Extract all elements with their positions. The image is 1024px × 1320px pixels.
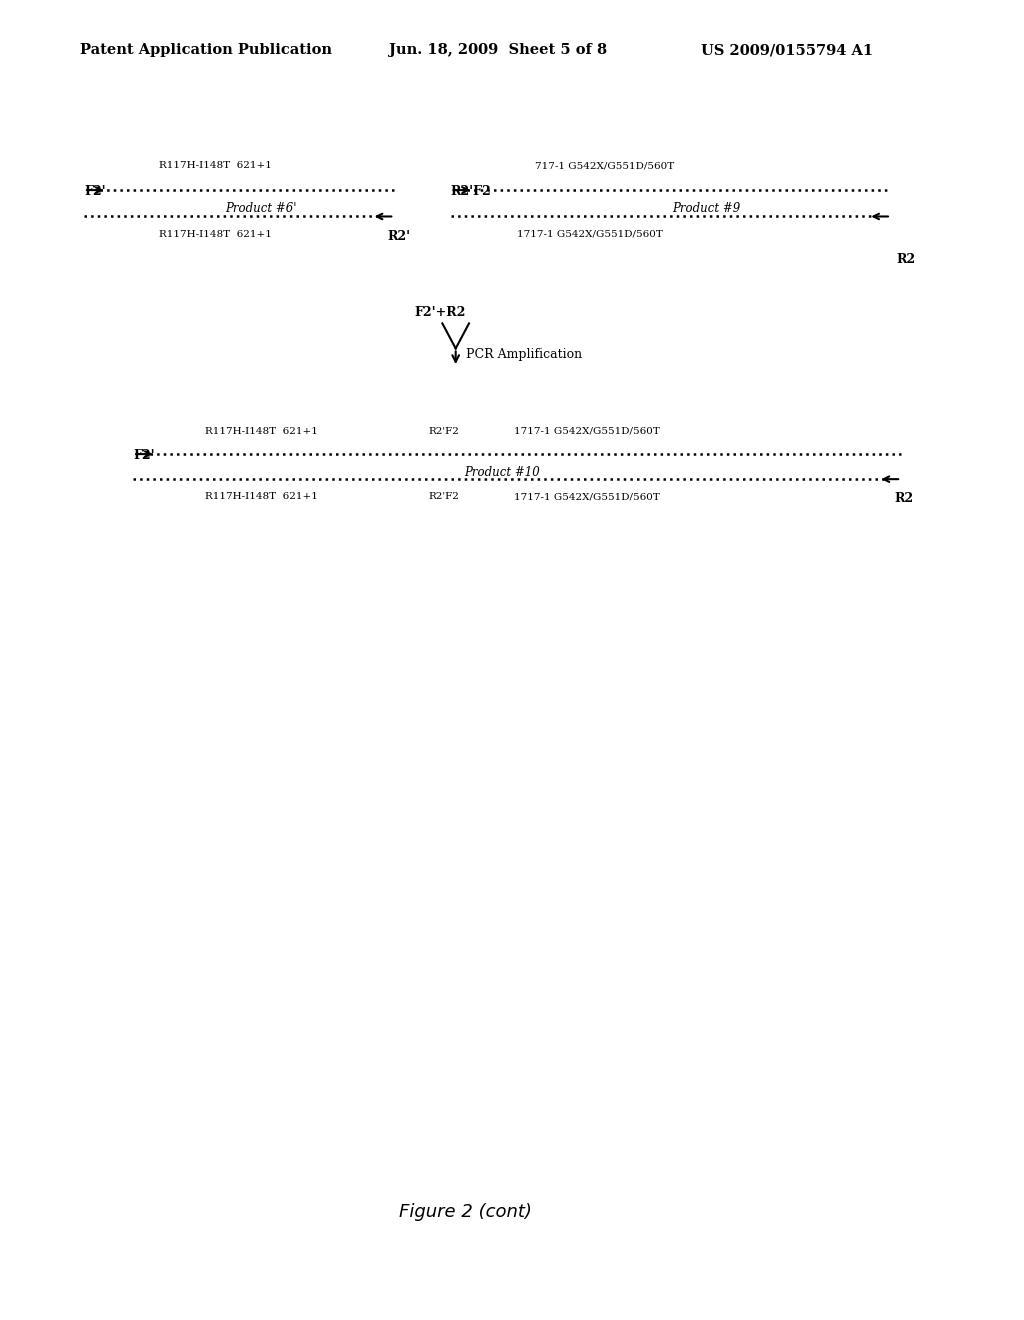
Text: R117H-I148T  621+1: R117H-I148T 621+1 [159, 230, 271, 239]
Text: R117H-I148T  621+1: R117H-I148T 621+1 [159, 161, 271, 170]
Text: R2'F2: R2'F2 [451, 185, 492, 198]
Text: F2'+R2: F2'+R2 [415, 306, 466, 319]
Text: PCR Amplification: PCR Amplification [466, 348, 582, 362]
Text: US 2009/0155794 A1: US 2009/0155794 A1 [701, 44, 873, 57]
Text: 717-1 G542X/G551D/560T: 717-1 G542X/G551D/560T [535, 161, 674, 170]
Text: 1717-1 G542X/G551D/560T: 1717-1 G542X/G551D/560T [514, 426, 659, 436]
Text: F2': F2' [133, 449, 155, 462]
Text: Figure 2 (cont): Figure 2 (cont) [399, 1203, 532, 1221]
Text: Product #9: Product #9 [673, 202, 740, 215]
Text: R2': R2' [387, 230, 411, 243]
Text: R2'F2: R2'F2 [428, 426, 459, 436]
Text: 1717-1 G542X/G551D/560T: 1717-1 G542X/G551D/560T [514, 492, 659, 502]
Text: 1717-1 G542X/G551D/560T: 1717-1 G542X/G551D/560T [517, 230, 663, 239]
Text: Product #10: Product #10 [464, 466, 540, 479]
Text: R117H-I148T  621+1: R117H-I148T 621+1 [205, 426, 317, 436]
Text: R2: R2 [896, 253, 915, 267]
Text: R2'F2: R2'F2 [428, 492, 459, 502]
Text: R2: R2 [894, 492, 913, 506]
Text: Product #6': Product #6' [225, 202, 297, 215]
Text: R117H-I148T  621+1: R117H-I148T 621+1 [205, 492, 317, 502]
Text: Patent Application Publication: Patent Application Publication [80, 44, 332, 57]
Text: Jun. 18, 2009  Sheet 5 of 8: Jun. 18, 2009 Sheet 5 of 8 [389, 44, 607, 57]
Text: F2': F2' [84, 185, 105, 198]
